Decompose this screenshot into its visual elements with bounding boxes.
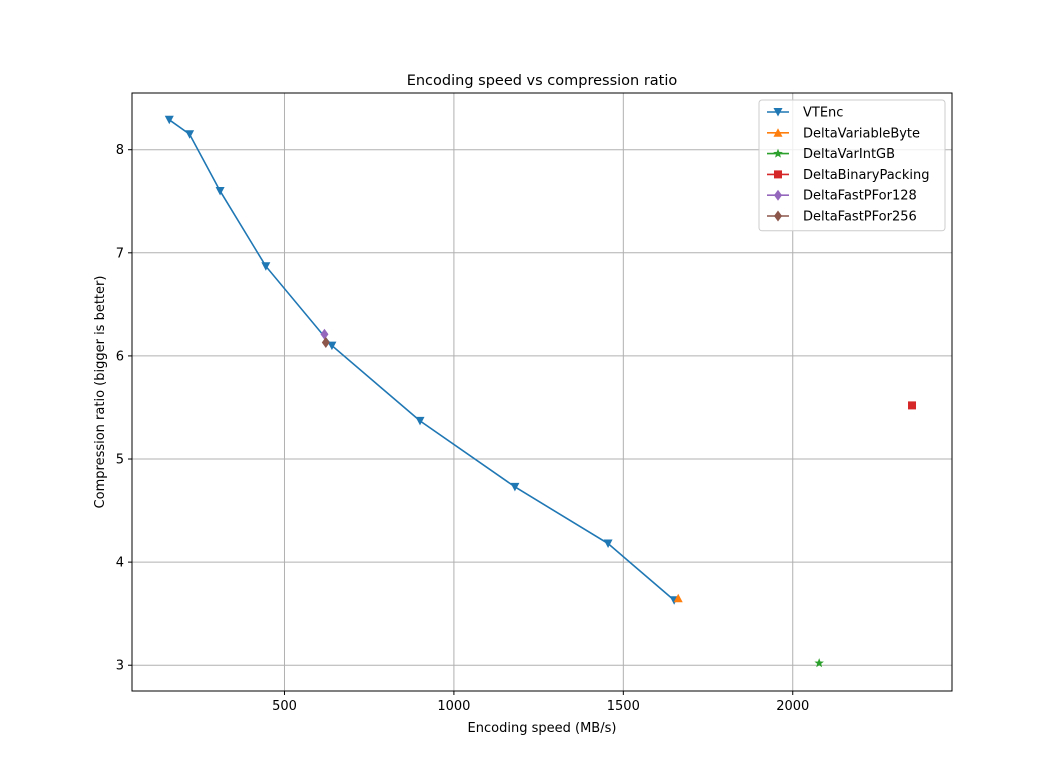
plot-series	[164, 115, 917, 668]
legend-label: VTEnc	[803, 106, 843, 121]
series-line-vtenc	[168, 119, 675, 601]
data-point-deltafastpfor128	[320, 328, 329, 340]
y-tick-label: 3	[116, 659, 124, 674]
series-deltafastpfor256	[321, 337, 330, 349]
data-point-vtenc	[215, 186, 225, 196]
series-deltafastpfor128	[320, 328, 329, 340]
data-point-deltavarintgb	[814, 658, 824, 668]
y-axis-label: Compression ratio (bigger is better)	[93, 276, 108, 509]
legend-item-deltafastpfor256: DeltaFastPFor256	[767, 210, 917, 225]
legend-label: DeltaVariableByte	[803, 126, 920, 141]
legend-marker	[773, 128, 783, 137]
legend-label: DeltaFastPFor128	[803, 189, 917, 204]
x-tick-label: 1500	[607, 699, 640, 714]
y-tick-label: 7	[116, 246, 124, 261]
legend-item-deltavariablebyte: DeltaVariableByte	[767, 126, 920, 141]
data-point-vtenc	[327, 341, 337, 351]
x-tick-label: 500	[272, 699, 297, 714]
y-tick-label: 8	[116, 143, 124, 158]
y-tick-label: 5	[116, 453, 124, 468]
legend-item-deltafastpfor128: DeltaFastPFor128	[767, 189, 917, 204]
y-tick-label: 6	[116, 349, 124, 364]
legend-item-deltabinarypacking: DeltaBinaryPacking	[767, 168, 929, 183]
data-point-deltafastpfor256	[321, 337, 330, 349]
legend-item-deltavarintgb: DeltaVarIntGB	[767, 147, 895, 162]
data-point-vtenc	[185, 130, 195, 139]
data-point-vtenc	[603, 539, 613, 549]
legend-marker	[774, 189, 782, 201]
data-point-vtenc	[261, 262, 271, 271]
axis-ticks: 500 1000 1500 2000 3 4 5 6 7 8	[116, 143, 810, 714]
legend-marker	[774, 170, 782, 179]
legend-label: DeltaFastPFor256	[803, 210, 917, 225]
x-tick-label: 1000	[437, 699, 470, 714]
series-deltavariablebyte	[673, 593, 683, 603]
legend-label: DeltaVarIntGB	[803, 147, 895, 162]
legend-box	[758, 99, 946, 232]
series-deltabinarypacking	[908, 401, 917, 410]
series-deltavarintgb	[814, 658, 824, 668]
data-point-vtenc	[164, 115, 174, 125]
legend-label: DeltaBinaryPacking	[803, 168, 929, 183]
data-point-deltavariablebyte	[673, 593, 683, 603]
legend-marker	[773, 148, 783, 158]
data-point-vtenc	[415, 416, 425, 426]
data-point-vtenc	[510, 482, 520, 492]
legend-marker	[774, 210, 782, 222]
y-tick-label: 4	[116, 556, 124, 571]
plot-frame	[131, 92, 953, 692]
chart-title: Encoding speed vs compression ratio	[407, 73, 678, 89]
series-vtenc	[164, 115, 679, 605]
data-point-deltabinarypacking	[908, 401, 917, 410]
legend: VTEnc DeltaVariableByte DeltaVarIntGB Delta…	[758, 99, 946, 232]
legend-marker	[773, 108, 783, 117]
x-tick-label: 2000	[776, 699, 809, 714]
legend-item-vtenc: VTEnc	[767, 106, 843, 121]
x-axis-label: Encoding speed (MB/s)	[468, 721, 617, 736]
